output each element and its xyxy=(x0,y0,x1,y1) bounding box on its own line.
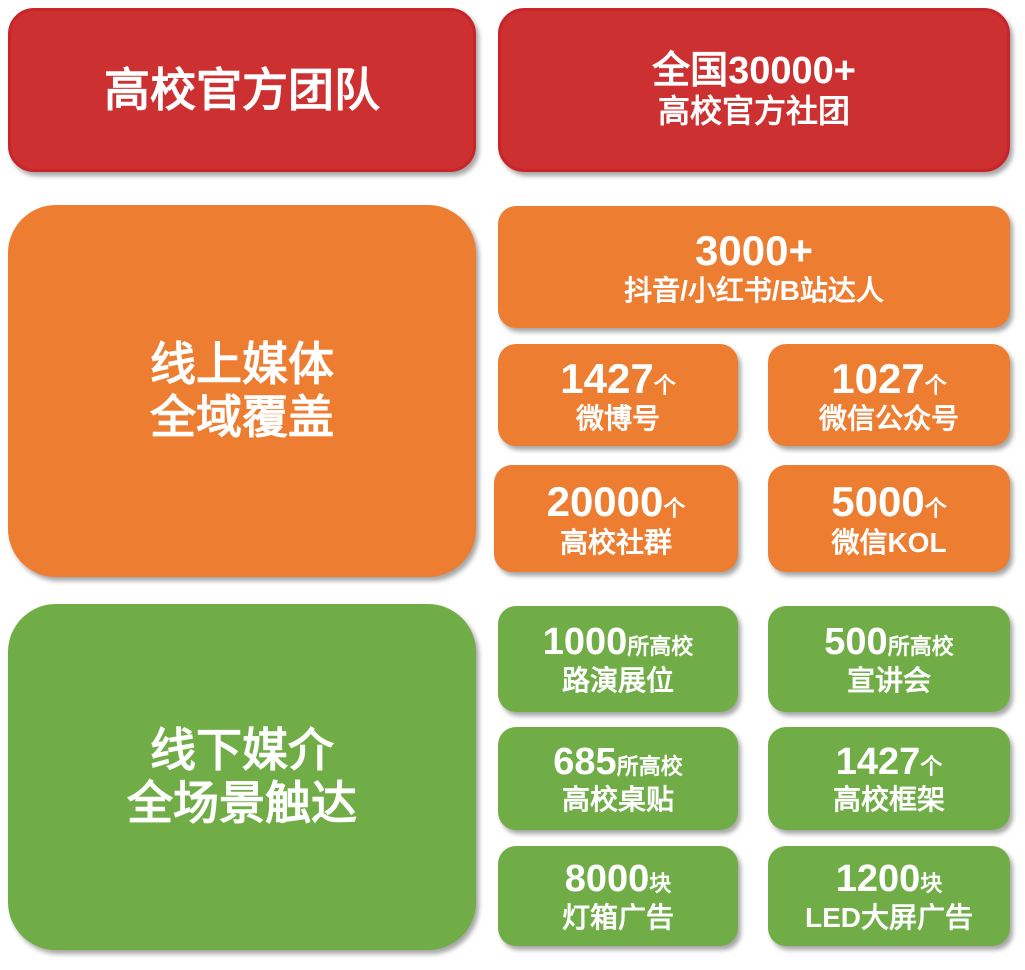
offline-title-tile: 线下媒介 全场景触达 xyxy=(8,604,476,950)
stat-value: 1427 xyxy=(835,740,921,783)
stat-value: 5000 xyxy=(831,478,925,526)
stat-value-row: 1427个 xyxy=(836,741,943,785)
team-stat-line2: 高校官方社团 xyxy=(657,93,850,130)
stat-unit: 个 xyxy=(663,496,686,522)
stat-value: 1000 xyxy=(542,621,628,664)
online-title-line1: 线上媒体 xyxy=(150,338,334,391)
stat-unit: 块 xyxy=(920,871,943,897)
stat-value-row: 1027个 xyxy=(831,355,946,403)
stat-value: 1027 xyxy=(831,354,925,402)
stat-unit: 所高校 xyxy=(887,634,954,660)
stat-value: 685 xyxy=(553,740,617,783)
stat-label: 微信KOL xyxy=(831,526,947,558)
stat-value: 500 xyxy=(824,621,888,664)
team-title-tile: 高校官方团队 xyxy=(8,8,476,172)
stat-value-row: 685所高校 xyxy=(553,741,682,785)
stat-tile: 1027个 微信公众号 xyxy=(768,344,1010,446)
kol-label: 抖音/小红书/B站达人 xyxy=(624,275,884,307)
stat-value-row: 5000个 xyxy=(831,478,946,526)
online-title-tile: 线上媒体 全域覆盖 xyxy=(8,205,476,577)
stat-tile: 1427个 微博号 xyxy=(498,344,738,446)
stat-value: 1200 xyxy=(835,858,921,901)
team-title: 高校官方团队 xyxy=(104,63,380,116)
stat-label: 路演展位 xyxy=(561,664,674,696)
stat-unit: 所高校 xyxy=(627,634,694,660)
stat-value: 1427 xyxy=(560,354,654,402)
stat-tile: 685所高校 高校桌贴 xyxy=(498,727,738,830)
kol-tile: 3000+ 抖音/小红书/B站达人 xyxy=(498,206,1010,328)
stat-label: LED大屏广告 xyxy=(804,901,973,933)
stat-value-row: 500所高校 xyxy=(824,621,953,665)
stat-label: 高校框架 xyxy=(832,784,945,816)
stat-value-row: 20000个 xyxy=(547,478,686,526)
stat-value: 8000 xyxy=(564,858,650,901)
online-title-line2: 全域覆盖 xyxy=(150,391,334,443)
stat-unit: 个 xyxy=(924,372,947,398)
stat-tile: 500所高校 宣讲会 xyxy=(768,606,1010,712)
stat-label: 高校社群 xyxy=(559,526,672,558)
offline-title-line2: 全场景触达 xyxy=(127,777,357,829)
stat-label: 高校桌贴 xyxy=(561,784,674,816)
stat-unit: 所高校 xyxy=(616,753,683,779)
stat-tile: 1000所高校 路演展位 xyxy=(498,606,738,712)
stat-tile: 5000个 微信KOL xyxy=(768,465,1010,572)
stat-tile: 8000块 灯箱广告 xyxy=(498,846,738,946)
stat-value-row: 1200块 xyxy=(836,858,943,902)
stat-unit: 个 xyxy=(920,753,943,779)
stat-label: 微博号 xyxy=(575,403,660,435)
stat-tile: 1427个 高校框架 xyxy=(768,727,1010,830)
stat-label: 灯箱广告 xyxy=(561,901,674,933)
stat-unit: 块 xyxy=(649,871,672,897)
stat-tile: 1200块 LED大屏广告 xyxy=(768,846,1010,946)
team-stat-line1: 全国30000+ xyxy=(652,49,856,92)
stat-tile: 20000个 高校社群 xyxy=(494,465,738,572)
stat-label: 宣讲会 xyxy=(846,664,931,696)
stat-unit: 个 xyxy=(653,372,676,398)
stat-value-row: 8000块 xyxy=(565,858,672,902)
team-stat-tile: 全国30000+ 高校官方社团 xyxy=(498,8,1010,172)
stat-value-row: 1000所高校 xyxy=(543,621,694,665)
offline-title-line1: 线下媒介 xyxy=(150,724,334,777)
kol-value: 3000+ xyxy=(695,226,813,274)
stat-value: 20000 xyxy=(546,478,664,526)
stat-unit: 个 xyxy=(924,496,947,522)
stat-label: 微信公众号 xyxy=(818,403,959,435)
stat-value-row: 1427个 xyxy=(560,355,675,403)
